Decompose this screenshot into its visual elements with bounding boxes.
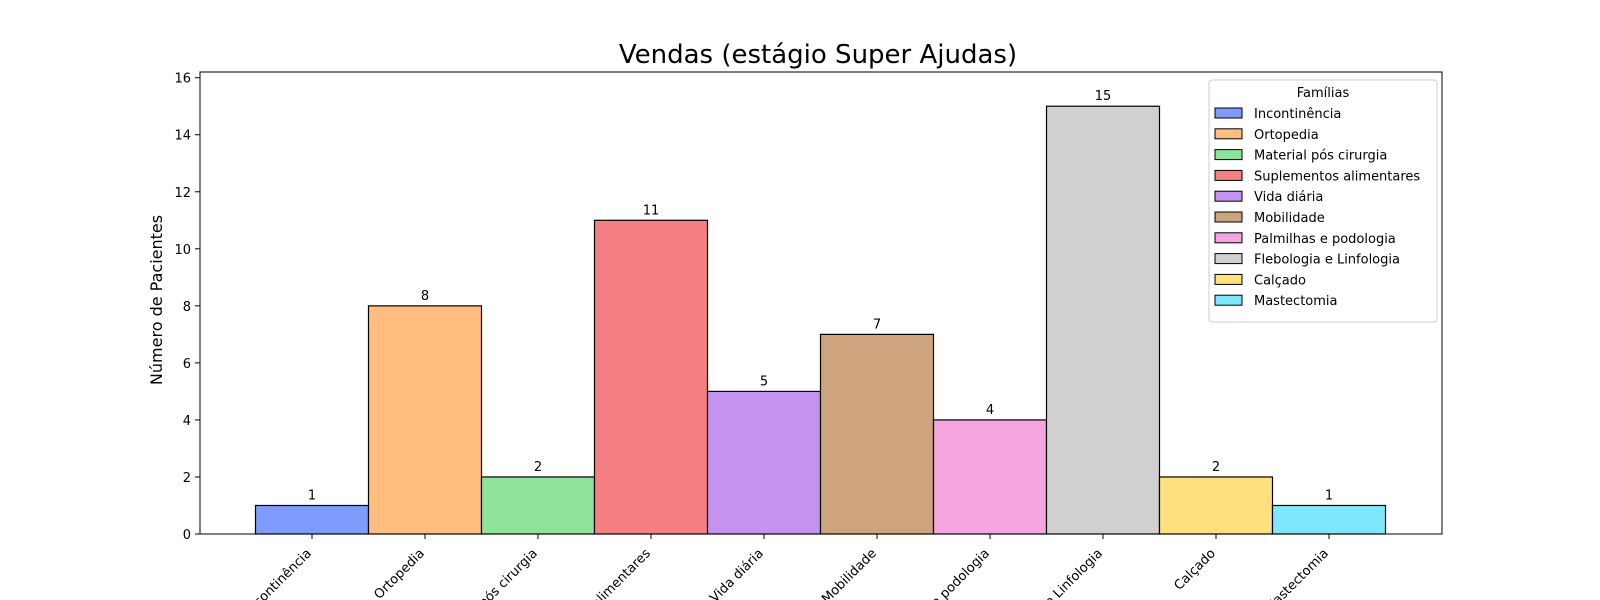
- bar-7: [1045, 105, 1161, 535]
- x-tick-label-3: Suplementos alimentares: [526, 546, 654, 600]
- x-tick-label-2: Material pós cirurgia: [436, 546, 541, 600]
- data-label-7: 15: [1095, 89, 1112, 104]
- bar-6: [932, 419, 1048, 535]
- x-tick-label-6: Palmilhas e podologia: [882, 546, 993, 600]
- data-label-9: 1: [1325, 488, 1333, 503]
- y-tick-label-0: 0: [183, 528, 191, 543]
- x-tick-label-8: Calçado: [1171, 546, 1218, 593]
- y-tick-label-8: 16: [174, 72, 191, 87]
- x-tick-label-0: Incontinência: [242, 546, 314, 600]
- data-label-0: 1: [308, 488, 316, 503]
- legend: Famílias Incontinência Ortopedia Material p…: [1208, 79, 1438, 323]
- bar-9: [1271, 504, 1387, 535]
- y-axis-ticks: 0 2 4 6 8 10 12 14 16: [174, 72, 200, 543]
- legend-label-7: Flebologia e Linfologia: [1254, 253, 1400, 268]
- x-axis-ticks: Incontinência Ortopedia Material pós cirur…: [242, 534, 1332, 600]
- data-label-6: 4: [986, 403, 994, 418]
- chart-title: Vendas (estágio Super Ajudas): [619, 40, 1017, 70]
- x-tick-label-5: Mobilidade: [819, 546, 880, 600]
- legend-label-4: Vida diária: [1254, 190, 1323, 205]
- x-tick-label-7: Flebologia e Linfologia: [992, 546, 1106, 600]
- bars: [254, 105, 1387, 535]
- legend-label-8: Calçado: [1254, 273, 1306, 288]
- legend-label-5: Mobilidade: [1254, 211, 1325, 226]
- bar-3: [593, 219, 709, 535]
- legend-swatch-2: [1214, 149, 1243, 161]
- legend-swatch-4: [1214, 190, 1243, 202]
- y-tick-label-6: 12: [174, 186, 191, 201]
- y-tick-label-1: 2: [183, 471, 191, 486]
- y-tick-label-4: 8: [183, 300, 191, 315]
- legend-swatch-5: [1214, 211, 1243, 223]
- data-label-5: 7: [873, 317, 881, 332]
- bar-8: [1158, 476, 1274, 535]
- data-label-3: 11: [643, 203, 660, 218]
- legend-box: [1208, 79, 1438, 323]
- legend-title: Famílias: [1297, 86, 1350, 101]
- y-tick-label-3: 6: [183, 357, 191, 372]
- data-labels: 1 8 2 11 5 7 4 15 2 1: [308, 89, 1333, 503]
- legend-swatch-1: [1214, 128, 1243, 140]
- data-label-4: 5: [760, 374, 768, 389]
- legend-swatch-6: [1214, 232, 1243, 244]
- y-tick-label-2: 4: [183, 414, 191, 429]
- axes-frame: [199, 71, 1443, 535]
- bar-0: [254, 504, 370, 535]
- legend-label-6: Palmilhas e podologia: [1254, 232, 1396, 247]
- legend-swatch-7: [1214, 253, 1243, 265]
- bar-2: [480, 476, 596, 535]
- legend-label-9: Mastectomia: [1254, 294, 1338, 309]
- bar-1: [367, 305, 483, 535]
- data-label-1: 8: [421, 289, 429, 304]
- legend-swatch-9: [1214, 294, 1243, 306]
- x-tick-label-9: Mastectomia: [1262, 546, 1332, 600]
- legend-label-0: Incontinência: [1254, 107, 1341, 122]
- y-tick-label-7: 14: [174, 129, 191, 144]
- bar-4: [706, 390, 822, 535]
- legend-label-1: Ortopedia: [1254, 128, 1319, 143]
- data-label-2: 2: [534, 460, 542, 475]
- y-axis-label: Número de Pacientes: [147, 215, 166, 385]
- x-tick-label-1: Ortopedia: [371, 546, 427, 600]
- legend-swatch-8: [1214, 273, 1243, 285]
- legend-swatch-0: [1214, 107, 1243, 119]
- bar-5: [819, 333, 935, 535]
- legend-label-3: Suplementos alimentares: [1254, 169, 1420, 184]
- x-tick-label-4: Vida diária: [707, 546, 767, 600]
- y-tick-label-5: 10: [174, 243, 191, 258]
- legend-label-2: Material pós cirurgia: [1254, 149, 1387, 164]
- data-label-8: 2: [1212, 460, 1220, 475]
- legend-swatch-3: [1214, 169, 1243, 181]
